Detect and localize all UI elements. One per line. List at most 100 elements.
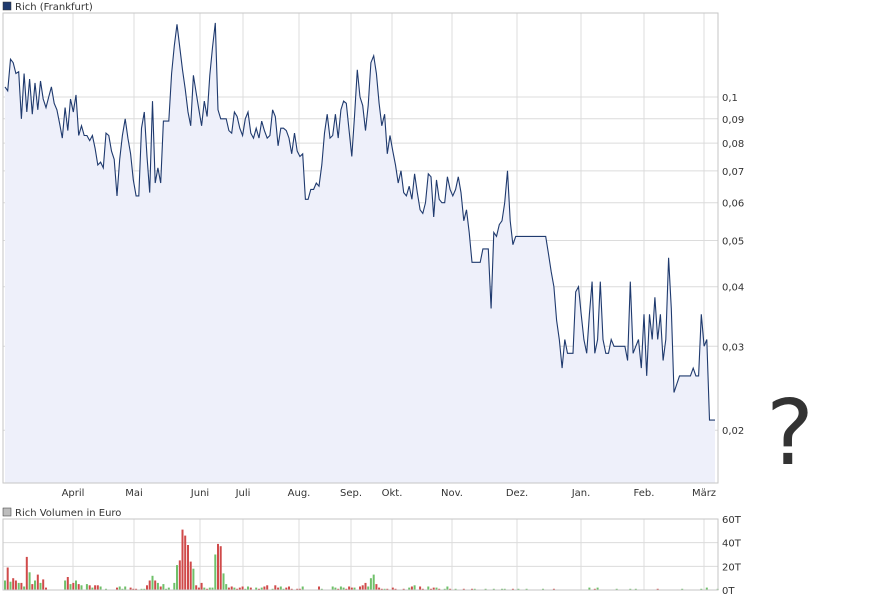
volume-bar	[681, 588, 684, 590]
volume-bar	[258, 588, 260, 590]
volume-bar	[290, 588, 293, 590]
volume-bar	[402, 588, 405, 590]
volume-bar	[525, 588, 528, 590]
x-tick-label: Jan.	[571, 488, 591, 499]
volume-bar	[23, 586, 26, 590]
volume-bar	[410, 586, 413, 590]
volume-plot-background	[3, 519, 718, 590]
volume-bar	[151, 575, 154, 590]
volume-bar	[337, 588, 340, 590]
volume-bar	[217, 543, 219, 590]
volume-bar	[132, 588, 135, 590]
volume-bar	[105, 588, 107, 590]
volume-bar	[135, 588, 138, 590]
volume-bar	[148, 580, 151, 590]
x-tick-label: Sep.	[340, 488, 362, 499]
volume-bar	[350, 587, 353, 590]
volume-bar	[378, 587, 381, 590]
volume-bar	[195, 585, 198, 590]
volume-bar	[517, 588, 520, 590]
price-y-tick-label: 0,04	[722, 283, 744, 294]
volume-bar	[266, 585, 269, 590]
volume-y-tick-label: 60T	[722, 515, 742, 526]
volume-bar	[277, 587, 280, 590]
volume-bar	[187, 545, 189, 590]
x-tick-label: Juni	[190, 488, 209, 499]
price-legend-label: Rich (Frankfurt)	[15, 2, 93, 13]
volume-bar	[449, 588, 452, 590]
volume-bar	[593, 588, 596, 590]
volume-bar	[230, 586, 233, 590]
volume-y-ticks: 60T 40T 20T 0T	[722, 515, 742, 597]
volume-bar	[211, 587, 214, 590]
price-legend-swatch	[2, 1, 12, 11]
volume-bar	[501, 588, 503, 590]
volume-bar	[72, 582, 75, 590]
volume-bar	[200, 582, 203, 590]
volume-bar	[206, 588, 209, 590]
volume-bar	[227, 587, 230, 590]
volume-bar	[244, 588, 247, 590]
volume-bar	[162, 584, 165, 590]
volume-bar	[375, 584, 378, 590]
volume-bar	[34, 580, 36, 590]
volume-bar	[94, 585, 97, 590]
volume-bar	[656, 588, 659, 590]
volume-bar	[167, 587, 170, 590]
volume-bar	[484, 588, 487, 590]
volume-bar	[430, 588, 432, 590]
volume-bar	[263, 586, 266, 590]
volume-bar	[372, 574, 375, 590]
volume-bar	[124, 586, 127, 590]
volume-bar	[208, 587, 211, 590]
volume-bar	[359, 586, 361, 590]
x-tick-label: Okt.	[382, 488, 403, 499]
volume-bar	[334, 587, 337, 590]
question-mark-icon: ?	[766, 381, 814, 486]
volume-bar	[249, 587, 252, 590]
volume-bar	[588, 587, 591, 590]
volume-bar	[296, 588, 299, 590]
volume-bar	[116, 587, 118, 590]
volume-bar	[364, 582, 367, 590]
volume-bar	[380, 588, 383, 590]
volume-bar	[339, 586, 342, 590]
volume-bar	[9, 581, 12, 590]
volume-bar	[542, 588, 544, 590]
price-y-tick-label: 0,08	[722, 139, 744, 150]
price-y-tick-label: 0,02	[722, 426, 744, 437]
volume-bar	[552, 588, 555, 590]
volume-bar	[85, 584, 88, 590]
volume-bar	[298, 588, 301, 590]
volume-bar	[462, 588, 465, 590]
volume-bar	[282, 588, 285, 590]
x-tick-label: März	[692, 488, 716, 499]
volume-bar	[238, 587, 241, 590]
volume-bar	[320, 588, 323, 590]
volume-bar	[118, 586, 121, 590]
volume-bars	[4, 529, 719, 591]
volume-bar	[146, 585, 148, 590]
volume-bar	[45, 587, 47, 590]
volume-bar	[279, 586, 282, 590]
price-y-tick-label: 0,05	[722, 236, 744, 247]
volume-bar	[14, 580, 17, 590]
volume-bar	[214, 554, 217, 590]
volume-bar	[176, 565, 178, 590]
volume-bar	[435, 587, 438, 590]
volume-bar	[369, 578, 372, 590]
x-tick-label: Feb.	[634, 488, 655, 499]
volume-bar	[189, 561, 192, 590]
volume-bar	[143, 588, 146, 590]
volume-bar	[367, 586, 370, 590]
volume-bar	[241, 586, 244, 590]
volume-bar	[345, 588, 348, 590]
volume-bar	[700, 588, 703, 590]
volume-bar	[69, 584, 72, 590]
volume-y-tick-label: 20T	[722, 562, 742, 573]
volume-bar	[421, 588, 424, 590]
volume-bar	[629, 588, 632, 590]
volume-bar	[419, 586, 422, 590]
